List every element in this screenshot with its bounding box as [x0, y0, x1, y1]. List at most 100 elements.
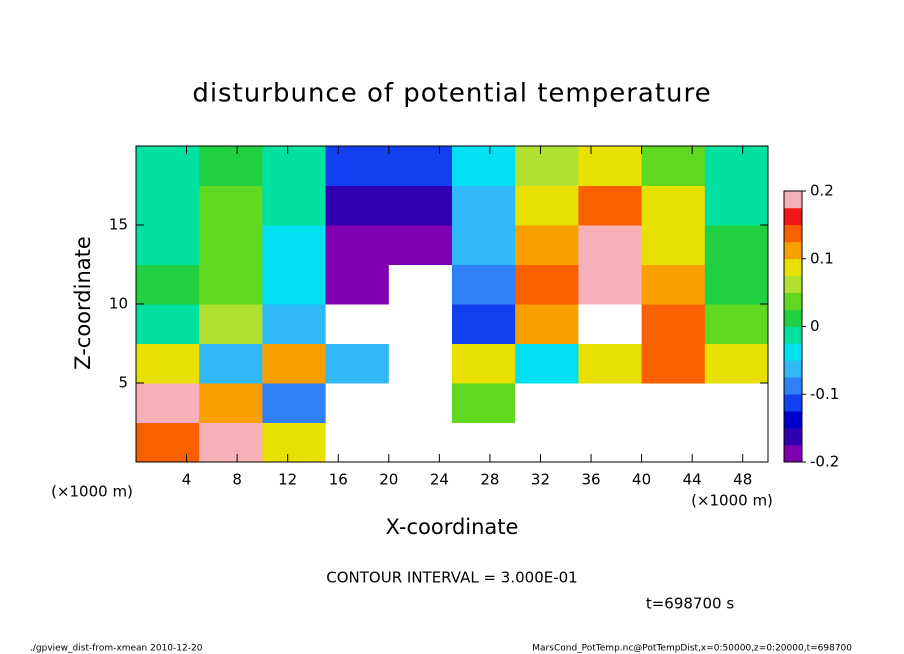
- field-cell: [641, 146, 706, 186]
- x-tick-label: 44: [683, 471, 702, 489]
- field-cell: [452, 383, 516, 423]
- field-cell: [578, 185, 643, 226]
- field-cell: [452, 264, 516, 305]
- colorbar-band: [784, 191, 802, 209]
- field-cell: [388, 146, 453, 186]
- colorbar-band: [784, 326, 802, 344]
- field-cell: [136, 225, 200, 265]
- field-cell: [704, 343, 769, 384]
- field-cell: [388, 304, 453, 344]
- field-cell: [325, 343, 390, 384]
- x-tick-label: 12: [278, 471, 297, 489]
- field-cell: [325, 304, 390, 344]
- field-cell: [704, 185, 769, 226]
- field-cell: [136, 422, 200, 463]
- y-tick-label: 15: [109, 216, 128, 234]
- field-cell: [136, 185, 200, 226]
- colorbar-tick-label: 0: [810, 317, 820, 335]
- field-cell: [199, 225, 263, 265]
- field-cell: [452, 185, 516, 226]
- x-tick-label: 48: [733, 471, 752, 489]
- field-cell: [578, 383, 643, 423]
- field-cell: [262, 304, 327, 344]
- field-cell: [704, 383, 769, 423]
- colorbar-band: [784, 411, 802, 429]
- field-cell: [704, 264, 769, 305]
- x-tick-label: 20: [379, 471, 398, 489]
- field-cell: [262, 422, 327, 463]
- field-cell: [136, 146, 200, 186]
- field-cell: [452, 146, 516, 186]
- field-cell: [452, 343, 516, 384]
- field-cell: [262, 146, 327, 186]
- field-cell: [136, 304, 200, 344]
- field-cell: [325, 422, 390, 463]
- colorbar-band: [784, 377, 802, 395]
- x-tick-label: 4: [182, 471, 192, 489]
- field-cell: [262, 343, 327, 384]
- colorbar-band: [784, 428, 802, 446]
- colorbar-band: [784, 445, 802, 463]
- field-cell: [199, 264, 263, 305]
- field-cell: [325, 185, 390, 226]
- colorbar-tick-label: -0.2: [810, 453, 839, 471]
- field-cell: [388, 383, 453, 423]
- colorbar-band: [784, 360, 802, 378]
- contour-interval: CONTOUR INTERVAL = 3.000E-01: [326, 569, 577, 587]
- field-cell: [452, 304, 516, 344]
- colorbar-tick-label: 0.2: [810, 182, 834, 200]
- x-tick-label: 32: [531, 471, 550, 489]
- field-cell: [578, 422, 643, 463]
- colorbar-band: [784, 394, 802, 412]
- field-cell: [262, 185, 327, 226]
- colorbar-band: [784, 343, 802, 361]
- x-tick-label: 40: [632, 471, 651, 489]
- field-cell: [515, 383, 579, 423]
- field-cell: [515, 343, 579, 384]
- field-cell: [578, 304, 643, 344]
- field-cell: [704, 146, 769, 186]
- x-unit: (×1000 m): [691, 492, 773, 510]
- colorbar-band: [784, 207, 802, 226]
- field-cell: [515, 422, 579, 463]
- field-cell: [641, 422, 706, 463]
- field-cell: [578, 146, 643, 186]
- x-tick-label: 16: [329, 471, 348, 489]
- field-cell: [515, 264, 579, 305]
- field-cell: [704, 225, 769, 265]
- x-tick-label: 8: [232, 471, 242, 489]
- y-tick-label: 5: [118, 374, 128, 392]
- field-cell: [452, 422, 516, 463]
- field-cell: [262, 225, 327, 265]
- field-cell: [199, 422, 263, 463]
- field-cell: [641, 383, 706, 423]
- field-cell: [578, 343, 643, 384]
- field-cell: [515, 146, 579, 186]
- field-cell: [325, 383, 390, 423]
- time-label: t=698700 s: [646, 595, 734, 613]
- y-axis-title: Z-coordinate: [71, 236, 95, 370]
- field-cell: [325, 264, 390, 305]
- colorbar-tick-label: -0.1: [810, 385, 839, 403]
- y-unit: (×1000 m): [51, 483, 133, 501]
- field-cell: [199, 146, 263, 186]
- x-axis-title: X-coordinate: [386, 515, 519, 539]
- colorbar-band: [784, 258, 802, 276]
- x-tick-label: 28: [480, 471, 499, 489]
- field-cell: [515, 185, 579, 226]
- field-cell: [199, 383, 263, 423]
- field-cell: [641, 264, 706, 305]
- footer-right: MarsCond_PotTemp.nc@PotTempDist,x=0:5000…: [532, 644, 852, 654]
- colorbar-band: [784, 309, 802, 327]
- field-cell: [262, 383, 327, 423]
- colorbar-tick-label: 0.1: [810, 249, 834, 267]
- field-cell: [325, 146, 390, 186]
- field-cell: [641, 343, 706, 384]
- x-tick-label: 36: [581, 471, 600, 489]
- field-cell: [199, 185, 263, 226]
- field-cell: [199, 304, 263, 344]
- field-cell: [515, 225, 579, 265]
- field-cell: [325, 225, 390, 265]
- field-cell: [388, 225, 453, 265]
